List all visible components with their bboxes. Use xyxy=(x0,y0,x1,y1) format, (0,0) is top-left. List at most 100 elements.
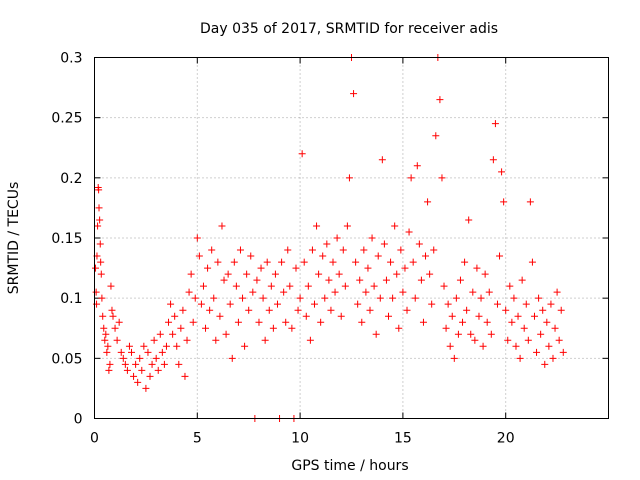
y-tick-label: 0.1 xyxy=(60,291,82,307)
data-point xyxy=(370,282,378,290)
data-point xyxy=(393,270,401,278)
data-point xyxy=(514,312,522,320)
y-tick-label: 0.25 xyxy=(51,111,82,127)
data-point xyxy=(97,258,105,266)
data-point xyxy=(350,90,358,98)
data-point xyxy=(551,324,559,332)
data-point xyxy=(489,156,497,164)
data-point xyxy=(160,360,168,368)
data-point xyxy=(206,306,214,314)
data-point xyxy=(376,294,384,302)
data-point xyxy=(428,300,436,308)
data-point xyxy=(92,288,100,296)
data-point xyxy=(94,222,102,230)
data-point xyxy=(496,252,504,260)
data-point xyxy=(411,294,419,302)
data-point xyxy=(222,330,230,338)
data-point xyxy=(533,348,541,356)
data-point xyxy=(187,270,195,278)
y-tick-label: 0.2 xyxy=(60,171,82,187)
data-point xyxy=(526,198,534,206)
data-point xyxy=(378,156,386,164)
data-point xyxy=(438,174,446,182)
data-point xyxy=(325,276,333,284)
data-point xyxy=(136,354,144,362)
data-point xyxy=(140,342,148,350)
data-point xyxy=(138,366,146,374)
data-point xyxy=(469,288,477,296)
data-point xyxy=(189,318,197,326)
x-tick-label: 15 xyxy=(394,431,412,447)
data-point xyxy=(463,306,471,314)
data-point xyxy=(543,318,551,326)
data-point xyxy=(520,324,528,332)
data-point xyxy=(230,258,238,266)
data-point xyxy=(278,258,286,266)
data-point xyxy=(243,270,251,278)
data-point xyxy=(257,264,265,272)
data-point xyxy=(104,342,112,350)
data-point xyxy=(300,258,308,266)
data-point xyxy=(345,174,353,182)
x-tick-label: 10 xyxy=(291,431,309,447)
y-tick-label: 0.3 xyxy=(60,51,82,67)
data-point xyxy=(512,342,520,350)
data-point xyxy=(506,282,514,290)
data-point xyxy=(105,366,113,374)
data-point xyxy=(419,318,427,326)
data-point xyxy=(162,342,170,350)
data-point xyxy=(302,312,310,320)
data-point xyxy=(130,372,138,380)
data-point xyxy=(255,318,263,326)
data-point xyxy=(399,288,407,296)
data-point xyxy=(228,354,236,362)
y-axis-label: SRMTID / TECUs xyxy=(6,182,22,295)
data-point xyxy=(197,300,205,308)
data-point xyxy=(142,384,150,392)
data-point xyxy=(195,252,203,260)
data-point xyxy=(263,258,271,266)
data-point xyxy=(97,270,105,278)
data-point xyxy=(522,300,530,308)
data-point xyxy=(528,258,536,266)
data-point xyxy=(241,342,249,350)
data-point xyxy=(177,324,185,332)
data-point xyxy=(202,324,210,332)
x-tick-label: 20 xyxy=(497,431,515,447)
data-point xyxy=(537,330,545,338)
data-point xyxy=(413,162,421,170)
chart-title: Day 035 of 2017, SRMTID for receiver adi… xyxy=(200,21,498,37)
data-point xyxy=(481,270,489,278)
data-point xyxy=(208,246,216,254)
y-tick-label: 0 xyxy=(74,412,83,428)
data-point xyxy=(199,282,207,290)
data-point xyxy=(339,246,347,254)
x-axis-label: GPS time / hours xyxy=(291,458,408,474)
data-point xyxy=(541,360,549,368)
data-point xyxy=(401,264,409,272)
data-point xyxy=(473,264,481,272)
grid-lines xyxy=(94,57,609,419)
data-point xyxy=(389,294,397,302)
data-point xyxy=(374,252,382,260)
data-point xyxy=(446,342,454,350)
data-point xyxy=(193,234,201,242)
data-point xyxy=(380,240,388,248)
data-point xyxy=(502,306,510,314)
data-point xyxy=(319,252,327,260)
data-point xyxy=(204,264,212,272)
data-point xyxy=(102,330,110,338)
data-point xyxy=(459,318,467,326)
data-point xyxy=(461,258,469,266)
data-point xyxy=(169,330,177,338)
data-point xyxy=(397,246,405,254)
data-point xyxy=(343,222,351,230)
data-point xyxy=(308,246,316,254)
plot-frame xyxy=(94,57,609,419)
data-point xyxy=(362,288,370,296)
data-point xyxy=(156,330,164,338)
data-point xyxy=(261,336,269,344)
data-point xyxy=(132,360,140,368)
data-point xyxy=(323,240,331,248)
data-point xyxy=(360,246,368,254)
